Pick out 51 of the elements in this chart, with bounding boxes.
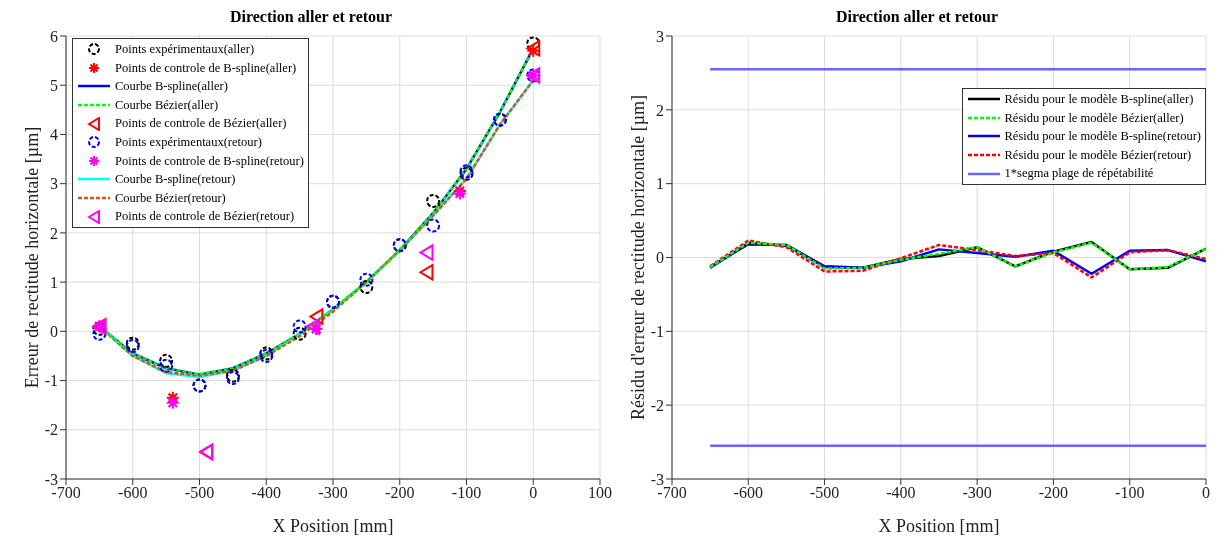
legend-label: 1*segma plage de répétabilité [1004, 165, 1154, 183]
y-tick-label: 2 [656, 101, 664, 119]
chart-title: Direction aller et retour [229, 8, 393, 25]
legend-label: Courbe Bézier(aller) [115, 96, 219, 114]
legend-label: Résidu pour le modèle Bézier(retour) [1004, 146, 1192, 164]
y-tick-label: -2 [44, 421, 58, 439]
legend-label: Courbe B-spline(aller) [115, 78, 228, 96]
x-tick-label: -100 [1115, 484, 1145, 502]
x-axis-title: X Position [mm] [878, 515, 1000, 536]
legend-label: Résidu pour le modèle Bézier(aller) [1004, 109, 1184, 127]
y-tick-label: 3 [656, 27, 664, 45]
x-tick-label: -100 [451, 484, 482, 502]
chart-title: Direction aller et retour [835, 8, 999, 25]
y-tick-label: 3 [50, 175, 58, 193]
x-tick-label: 100 [588, 484, 612, 502]
y-tick-label: -2 [650, 396, 664, 414]
legend-label: Points de controle de Bézier(aller) [115, 115, 287, 133]
y-tick-label: 1 [50, 273, 58, 291]
x-tick-label: -200 [385, 484, 415, 502]
x-tick-label: -400 [251, 484, 281, 502]
x-tick-label: -600 [733, 484, 763, 502]
y-axis-title: Résidu d'erreur de rectitude horizontale [µm] [628, 95, 649, 420]
legend-label: Points de controle de B-spline(retour) [115, 152, 304, 170]
y-tick-label: 2 [50, 224, 58, 242]
x-axis-title: X Position [mm] [272, 515, 394, 536]
y-tick-label: 6 [50, 27, 58, 45]
x-tick-label: -500 [809, 484, 840, 502]
legend-label: Points expérimentaux(retour) [115, 133, 262, 151]
x-tick-label: -600 [118, 484, 148, 502]
y-tick-label: 5 [50, 76, 58, 94]
x-tick-label: -400 [886, 484, 916, 502]
y-tick-label: -1 [650, 323, 664, 341]
y-tick-label: 0 [50, 323, 58, 341]
x-tick-label: -300 [318, 484, 348, 502]
x-tick-label: -500 [184, 484, 215, 502]
y-tick-label: 0 [656, 249, 664, 267]
legend-label: Courbe B-spline(retour) [115, 171, 236, 189]
y-tick-label: -1 [44, 372, 58, 390]
y-tick-label: 1 [656, 175, 664, 193]
legend-label: Points de controle de B-spline(aller) [115, 59, 297, 77]
y-tick-label: 4 [50, 126, 58, 144]
legend-label: Courbe Bézier(retour) [115, 189, 226, 207]
legend-label: Résidu pour le modèle B-spline(retour) [1004, 128, 1201, 146]
x-tick-label: -200 [1038, 484, 1069, 502]
legend-label: Points de controle de Bézier(retour) [115, 208, 295, 226]
x-tick-label: 0 [1202, 484, 1210, 502]
x-tick-label: 0 [529, 484, 538, 502]
legend-label: Points expérimentaux(aller) [115, 41, 255, 58]
legend-label: Résidu pour le modèle B-spline(aller) [1004, 91, 1194, 108]
y-axis-title: Erreur de rectitude horizontale [µm] [22, 126, 43, 389]
x-tick-label: -300 [962, 484, 992, 502]
